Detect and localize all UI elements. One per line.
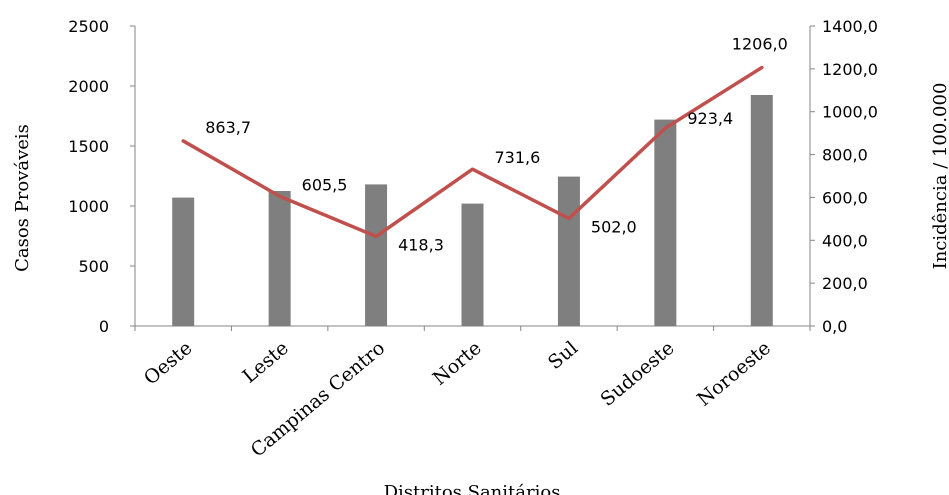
data-label-3: 731,6 (495, 148, 541, 167)
line-point-3 (471, 167, 474, 171)
bar-1 (268, 191, 291, 326)
line-point-5 (663, 126, 667, 130)
data-labels: 863,7 605,5 418,3 731,6 502,0 923,4 1206,0 (205, 35, 788, 255)
y-tick-label-4: 2000 (68, 77, 109, 96)
bar-0 (172, 197, 195, 326)
left-y-ticks: 0 500 1000 1500 2000 2500 (68, 17, 135, 336)
bar-4 (557, 176, 580, 326)
y2-tick-label-7: 1400,0 (822, 17, 878, 36)
category-label-0: Oeste (140, 337, 197, 389)
line-point-2 (374, 234, 378, 238)
data-label-1: 605,5 (302, 175, 348, 194)
category-label-6: Noroeste (693, 337, 775, 411)
line-point-6 (760, 66, 764, 70)
line-point-4 (567, 216, 571, 220)
y2-tick-label-4: 800,0 (822, 146, 868, 165)
y2-tick-label-2: 400,0 (822, 231, 868, 250)
line-point-0 (181, 139, 185, 143)
y2-tick-label-3: 600,0 (822, 188, 868, 207)
y2-axis-title: Incidência / 100.000 (930, 83, 949, 270)
bar-5 (654, 119, 677, 326)
line-series (181, 65, 764, 239)
category-label-3: Norte (429, 337, 486, 390)
right-y-ticks: 0,0 200,0 400,0 600,0 800,0 1000,0 1200,0 1400,… (810, 17, 878, 336)
data-label-6: 1206,0 (732, 35, 788, 54)
line-point-1 (278, 194, 282, 198)
y-tick-label-0: 0 (99, 317, 109, 336)
category-label-4: Sul (544, 337, 582, 374)
y2-tick-label-1: 200,0 (822, 274, 868, 293)
y-tick-label-3: 1500 (68, 137, 109, 156)
data-label-4: 502,0 (591, 217, 637, 236)
y2-tick-label-6: 1200,0 (822, 60, 878, 79)
x-ticks (134, 326, 811, 331)
bars (172, 95, 773, 326)
category-label-1: Leste (238, 337, 292, 388)
y-tick-label-1: 500 (78, 257, 109, 276)
bar-2 (365, 184, 388, 326)
data-label-2: 418,3 (398, 235, 444, 254)
y2-tick-label-5: 1000,0 (822, 103, 878, 122)
category-label-5: Sudoeste (596, 337, 678, 411)
data-label-0: 863,7 (205, 118, 251, 137)
y2-tick-label-0: 0,0 (822, 317, 847, 336)
bar-3 (461, 203, 484, 326)
y-tick-label-2: 1000 (68, 197, 109, 216)
bar-6 (750, 95, 773, 326)
data-label-5: 923,4 (687, 109, 733, 128)
y-axis-title: Casos Prováveis (12, 124, 33, 272)
y-tick-label-5: 2500 (68, 17, 109, 36)
x-axis-title: Distritos Sanitários (384, 482, 561, 495)
